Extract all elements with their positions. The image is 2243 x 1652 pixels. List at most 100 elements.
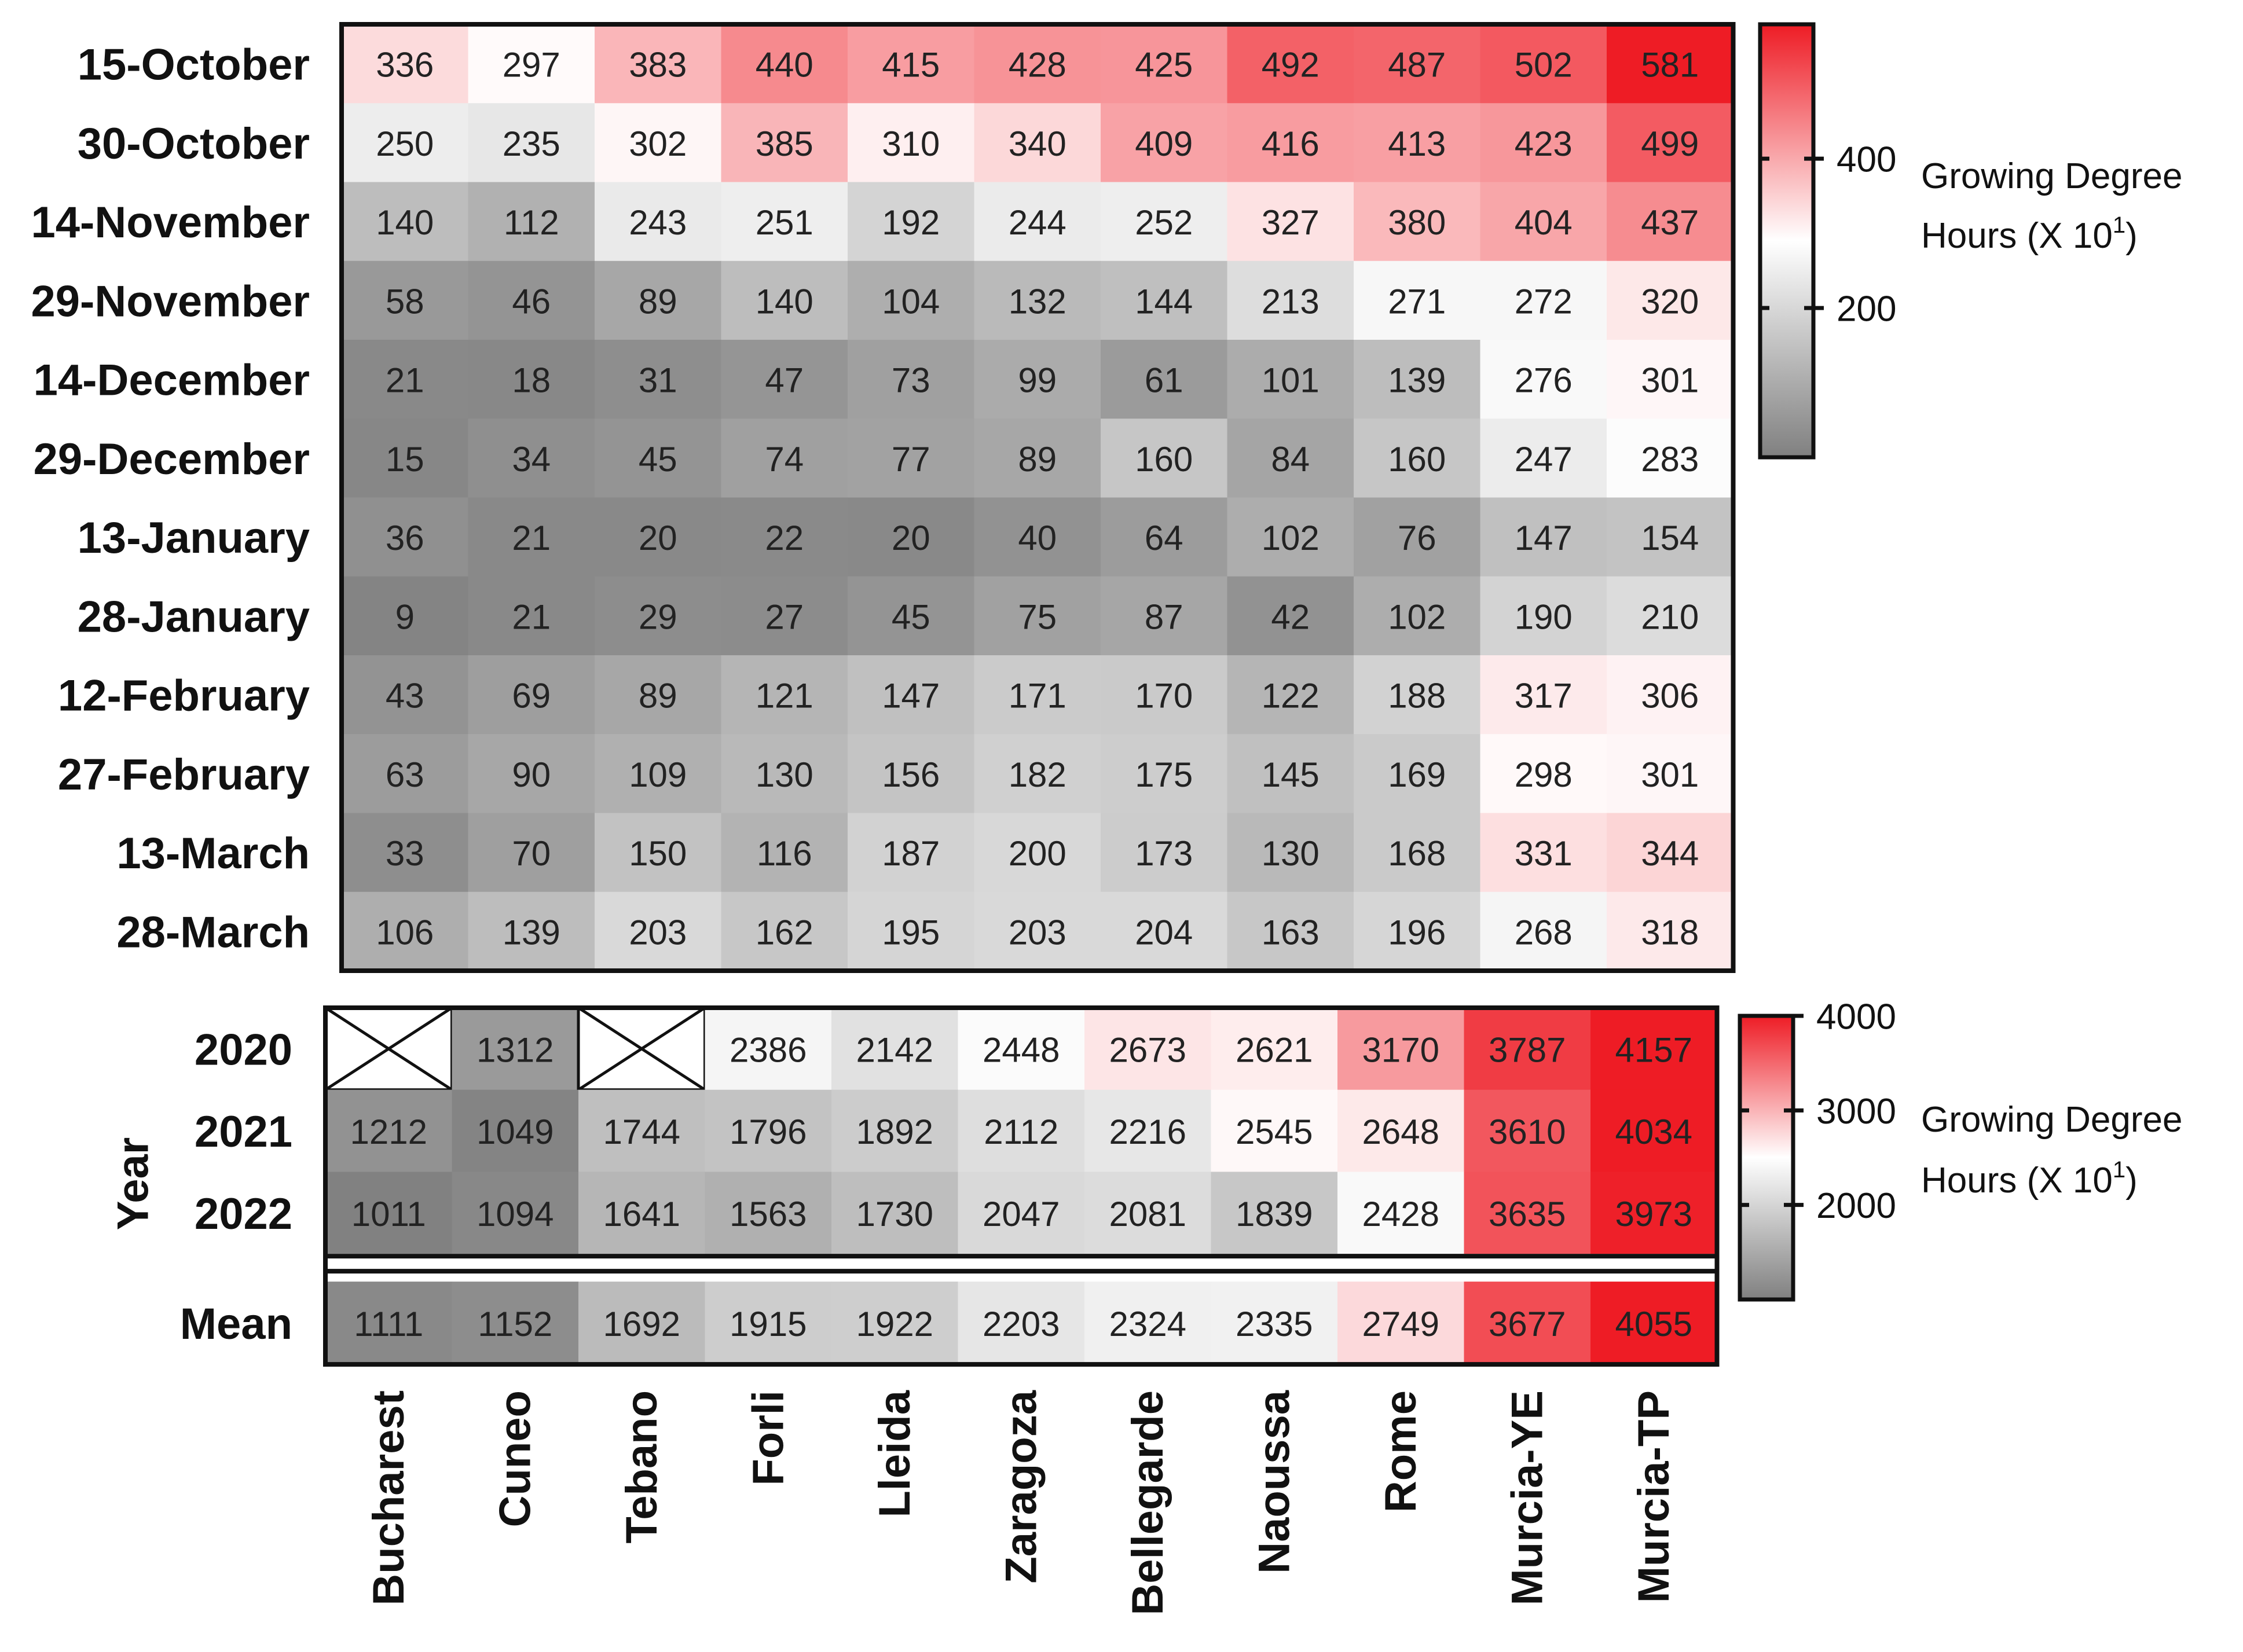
top-cell-label: 90 <box>512 755 551 794</box>
top-cell-label: 190 <box>1515 597 1573 636</box>
bottom-cell-label: 2545 <box>1236 1113 1313 1151</box>
mean-cell-bucharest <box>325 1282 453 1365</box>
top-cell-13-march-rome <box>1354 813 1481 893</box>
top-cell-15-october-murcia-tp <box>1607 24 1734 104</box>
top-cell-13-january-forli <box>721 497 848 577</box>
top-cell-28-march-zaragoza <box>974 891 1101 971</box>
top-cell-13-march-murcia-ye <box>1480 813 1607 893</box>
top-cell-label: 404 <box>1515 203 1573 242</box>
top-cell-14-november-cuneo <box>468 182 595 262</box>
top-cell-29-december-zaragoza <box>974 418 1101 498</box>
bottom-colorbar-gradient <box>1738 1014 1795 1302</box>
top-cell-label: 423 <box>1515 124 1573 163</box>
top-cell-28-march-cuneo <box>468 891 595 971</box>
top-cell-label: 40 <box>1018 519 1057 557</box>
column-label-cuneo: Cuneo <box>490 1390 540 1527</box>
top-cell-27-february-cuneo <box>468 734 595 814</box>
top-cell-label: 101 <box>1262 361 1320 400</box>
top-cell-28-march-tebano <box>595 891 722 971</box>
top-cell-12-february-bellegarde <box>1101 655 1228 735</box>
top-row-label-29-november: 29-November <box>31 277 310 326</box>
top-cell-13-january-naoussa <box>1227 497 1354 577</box>
bottom-cell-label: 2216 <box>1109 1113 1186 1151</box>
top-row-label-13-march: 13-March <box>116 829 310 878</box>
top-cell-label: 168 <box>1388 834 1446 873</box>
bottom-cell-label: 1730 <box>856 1195 933 1234</box>
bottom-cell-label: 2621 <box>1236 1030 1313 1069</box>
mean-cell-label: 1152 <box>478 1305 552 1343</box>
top-heatmap-row-labels: 15-October 30-October 14-November 29-Novemb… <box>31 41 310 957</box>
top-cell-14-november-rome <box>1354 182 1481 262</box>
top-cell-27-february-naoussa <box>1227 734 1354 814</box>
top-cell-label: 581 <box>1641 46 1699 85</box>
bottom-colorbar-tick-label: 4000 <box>1816 997 1896 1037</box>
top-cell-29-november-tebano <box>595 260 722 340</box>
bottom-heatmap-row-labels: 2020 2021 2022 Mean <box>180 1025 292 1349</box>
mean-cell-label: 2324 <box>1109 1305 1186 1343</box>
top-cell-29-november-zaragoza <box>974 260 1101 340</box>
top-cell-28-january-naoussa <box>1227 576 1354 656</box>
column-label-bucharest: Bucharest <box>364 1390 413 1606</box>
top-colorbar-title-line1: Growing Degree <box>1921 156 2182 196</box>
top-cell-28-march-rome <box>1354 891 1481 971</box>
top-cell-13-march-cuneo <box>468 813 595 893</box>
bottom-cell-2021-murcia-ye <box>1464 1089 1591 1172</box>
bottom-cell-label: 2081 <box>1109 1195 1186 1234</box>
top-cell-29-november-rome <box>1354 260 1481 340</box>
bottom-cell-2020-bellegarde <box>1084 1008 1212 1091</box>
top-cell-label: 492 <box>1262 46 1320 85</box>
top-cell-14-december-naoussa <box>1227 340 1354 419</box>
bottom-cell-label: 2448 <box>983 1030 1060 1069</box>
top-cell-label: 252 <box>1135 203 1193 242</box>
bottom-cell-label: 1744 <box>603 1113 680 1151</box>
top-cell-label: 139 <box>1388 361 1446 400</box>
top-cell-label: 310 <box>882 124 940 163</box>
mean-cell-naoussa <box>1211 1282 1338 1365</box>
top-cell-28-march-bellegarde <box>1101 891 1228 971</box>
mean-cell-label: 2203 <box>983 1305 1060 1343</box>
top-cell-12-february-rome <box>1354 655 1481 735</box>
top-cell-label: 320 <box>1641 282 1699 321</box>
bottom-cell-2022-tebano <box>578 1172 706 1254</box>
top-row-label-27-february: 27-February <box>58 750 310 799</box>
top-cell-30-october-naoussa <box>1227 103 1354 183</box>
top-cell-30-october-murcia-ye <box>1480 103 1607 183</box>
top-cell-label: 344 <box>1641 834 1699 873</box>
bottom-row-label-2020: 2020 <box>195 1025 292 1074</box>
bottom-cell-2021-lleida <box>831 1089 959 1172</box>
top-cell-14-december-bucharest <box>342 340 469 419</box>
top-cell-14-november-naoussa <box>1227 182 1354 262</box>
top-cell-label: 327 <box>1262 203 1320 242</box>
top-cell-15-october-cuneo <box>468 24 595 104</box>
top-cell-label: 409 <box>1135 124 1193 163</box>
bottom-cell-label: 2386 <box>730 1030 807 1069</box>
bottom-row-label-2021: 2021 <box>195 1107 292 1157</box>
top-cell-29-december-bellegarde <box>1101 418 1228 498</box>
mean-cell-label: 4055 <box>1615 1305 1692 1343</box>
top-cell-label: 76 <box>1398 519 1436 557</box>
top-cell-label: 200 <box>1009 834 1066 873</box>
bottom-cell-label: 1212 <box>350 1113 427 1151</box>
top-cell-label: 87 <box>1145 597 1183 636</box>
top-cell-label: 385 <box>756 124 813 163</box>
top-cell-label: 175 <box>1135 755 1193 794</box>
bottom-cell-2020-rome <box>1337 1008 1465 1091</box>
top-cell-label: 46 <box>512 282 551 321</box>
column-label-murcia-tp: Murcia-TP <box>1629 1390 1678 1603</box>
top-cell-label: 425 <box>1135 46 1193 85</box>
top-cell-14-november-lleida <box>848 182 975 262</box>
bottom-cell-label: 3635 <box>1489 1195 1566 1234</box>
top-cell-label: 301 <box>1641 361 1699 400</box>
mean-cell-label: 1915 <box>730 1305 807 1343</box>
bottom-colorbar-title-line1: Growing Degree <box>1921 1100 2182 1140</box>
bottom-cell-2021-cuneo <box>452 1089 579 1172</box>
bottom-cell-label: 2648 <box>1362 1113 1439 1151</box>
top-cell-label: 499 <box>1641 124 1699 163</box>
bottom-cell-label: 1796 <box>730 1113 807 1151</box>
bottom-cell-2021-rome <box>1337 1089 1465 1172</box>
top-cell-29-december-murcia-tp <box>1607 418 1734 498</box>
top-cell-28-march-murcia-tp <box>1607 891 1734 971</box>
top-cell-label: 268 <box>1515 913 1573 952</box>
top-cell-29-december-murcia-ye <box>1480 418 1607 498</box>
